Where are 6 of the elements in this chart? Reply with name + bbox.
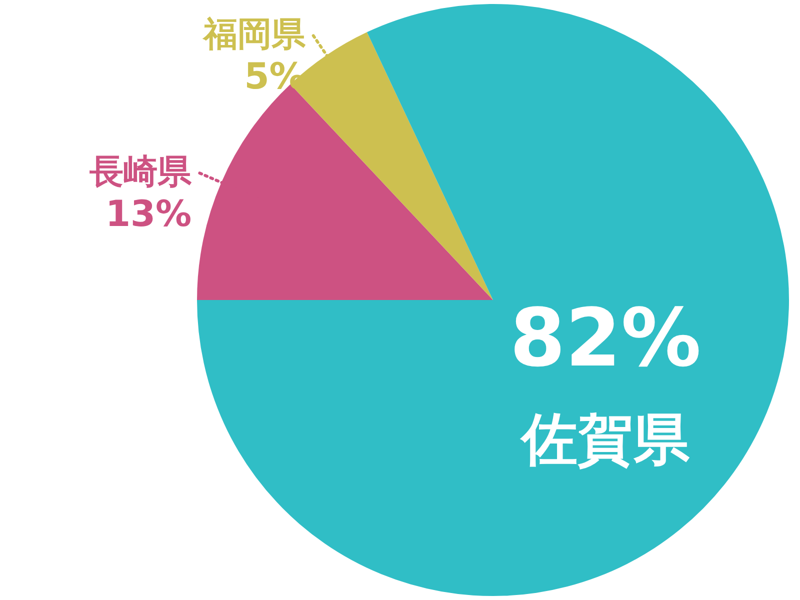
- slice-label: 佐賀県: [519, 407, 690, 472]
- data-label: 13%: [105, 194, 192, 236]
- data-label: 82%: [510, 291, 702, 384]
- slice-label: 福岡県: [201, 14, 306, 55]
- pie-slice: [197, 4, 789, 596]
- slice-label: 長崎県: [88, 152, 193, 192]
